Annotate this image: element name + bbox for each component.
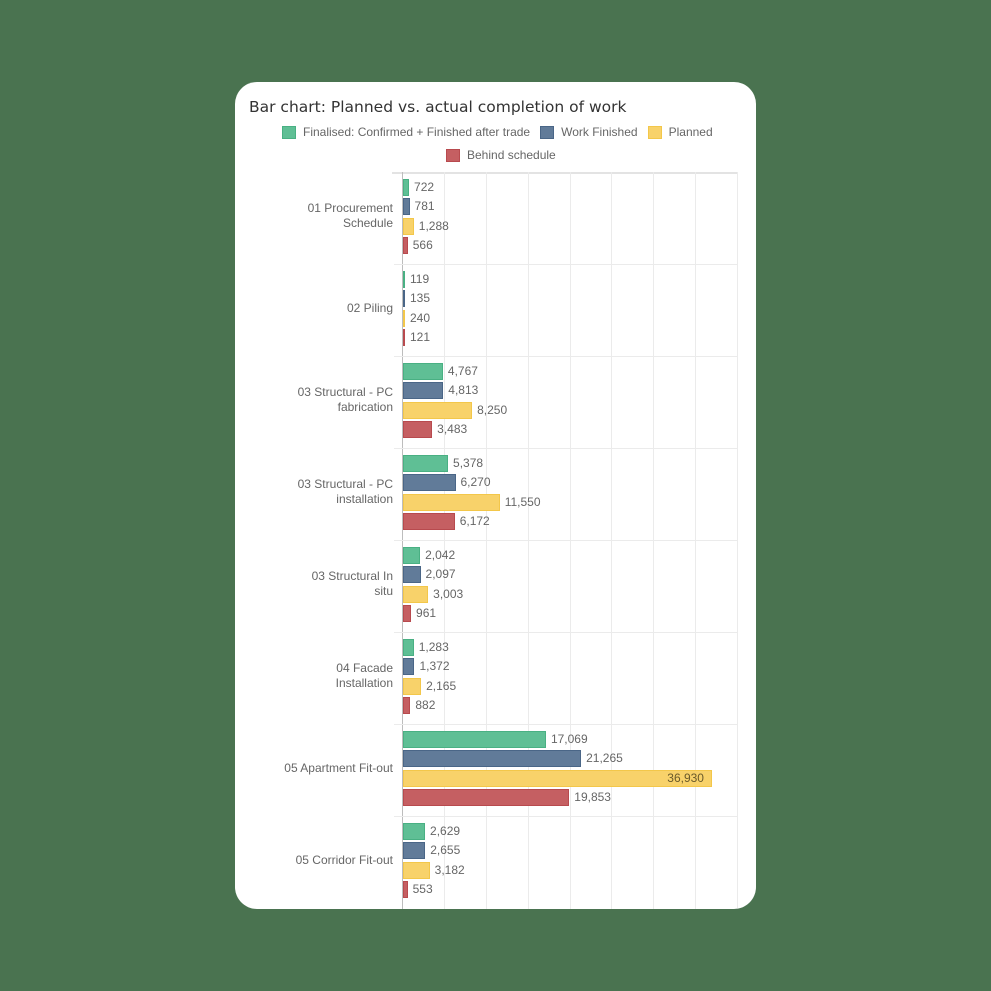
- bar-value-label: 8,250: [477, 402, 508, 417]
- bar[interactable]: [403, 236, 408, 254]
- legend-item-planned[interactable]: Planned: [647, 125, 713, 139]
- bar-value-label: 961: [416, 605, 437, 620]
- gridline-horizontal: [394, 540, 737, 541]
- bar-value-label: 722: [414, 180, 435, 194]
- legend-swatch-behind-schedule: [446, 148, 460, 162]
- bar-value-label: 240: [410, 310, 431, 325]
- gridline-horizontal: [394, 816, 737, 817]
- bar-value-label: 2,165: [426, 678, 457, 693]
- bar-value-label: 566: [412, 237, 433, 252]
- bar[interactable]: [403, 179, 410, 196]
- bar-value-label: 882: [415, 697, 436, 712]
- gridline-horizontal: [394, 724, 737, 725]
- bar-value-label: 135: [410, 291, 431, 306]
- bar-value-label: 4,813: [448, 383, 479, 398]
- bar[interactable]: [403, 455, 449, 472]
- bar[interactable]: [403, 271, 405, 288]
- category-label: 04 Facade Installation: [335, 661, 393, 690]
- bar[interactable]: [403, 547, 421, 564]
- legend-row-2: Behind schedule: [446, 148, 566, 162]
- bar[interactable]: [403, 769, 713, 787]
- bar-value-label: 2,629: [430, 824, 461, 838]
- category-label: 03 Structural - PC installation: [297, 477, 393, 506]
- bar-value-label: 3,003: [433, 586, 464, 601]
- bar[interactable]: [403, 474, 456, 492]
- bar-value-label: 21,265: [586, 751, 623, 766]
- legend-label-work-finished: Work Finished: [561, 125, 638, 139]
- bar[interactable]: [403, 861, 430, 879]
- bar-value-label: 119: [410, 272, 430, 286]
- bar-value-label: 3,483: [437, 421, 468, 436]
- bar[interactable]: [403, 420, 433, 438]
- gridline-horizontal: [394, 264, 737, 265]
- bar-value-label: 121: [410, 329, 431, 344]
- bar[interactable]: [403, 788, 570, 806]
- bar-value-label: 3,182: [434, 862, 465, 877]
- bar[interactable]: [403, 309, 405, 327]
- chart-title: Bar chart: Planned vs. actual completion…: [249, 98, 627, 116]
- gridline-horizontal: [394, 356, 737, 357]
- category-label: 03 Structural In situ: [311, 569, 393, 598]
- bar-value-label: 2,655: [430, 843, 461, 858]
- category-label: 02 Piling: [346, 300, 393, 315]
- bar[interactable]: [403, 731, 546, 748]
- plot-top-border: [392, 172, 737, 174]
- bar[interactable]: [403, 842, 426, 860]
- bar[interactable]: [403, 880, 408, 898]
- bar[interactable]: [403, 363, 443, 380]
- bar-value-label: 781: [414, 199, 435, 214]
- bar[interactable]: [403, 696, 411, 714]
- bar[interactable]: [403, 604, 412, 622]
- category-label: 05 Apartment Fit-out: [284, 760, 393, 775]
- bar-value-label: 553: [412, 881, 433, 896]
- bar[interactable]: [403, 382, 444, 400]
- gridline-horizontal: [394, 448, 737, 449]
- bar-value-label: 1,288: [418, 218, 449, 233]
- bar-value-label: 2,042: [425, 548, 456, 562]
- bar-value-label: 17,069: [550, 732, 588, 746]
- bar-value-label: 4,767: [447, 364, 478, 378]
- bar[interactable]: [403, 658, 415, 676]
- bar-value-label: 1,283: [418, 640, 449, 654]
- bar[interactable]: [403, 217, 414, 235]
- legend-swatch-finalised: [282, 125, 296, 139]
- bar[interactable]: [403, 493, 500, 511]
- legend-label-finalised: Finalised: Confirmed + Finished after tr…: [303, 125, 531, 139]
- plot-area: 722 781 1,288 566 119 135 240 121 4,767 4,813 8,25…: [392, 172, 738, 909]
- legend-swatch-work-finished: [540, 125, 555, 139]
- bar-value-label: 6,270: [460, 475, 491, 490]
- bar[interactable]: [403, 512, 455, 530]
- legend-item-finalised[interactable]: Finalised: Confirmed + Finished after tr…: [282, 125, 530, 139]
- gridline-vertical: [737, 172, 738, 909]
- bar[interactable]: [403, 290, 405, 308]
- bar[interactable]: [403, 328, 405, 346]
- bar[interactable]: [403, 401, 473, 419]
- legend-item-work-finished[interactable]: Work Finished: [540, 125, 638, 139]
- bar-value-label: 6,172: [459, 513, 490, 528]
- bar-value-label: 2,097: [425, 567, 456, 582]
- bar-value-label: 11,550: [504, 494, 541, 509]
- legend-item-behind-schedule[interactable]: Behind schedule: [446, 148, 556, 162]
- bar[interactable]: [403, 198, 410, 216]
- bar-value-label: 5,378: [453, 456, 484, 470]
- bar[interactable]: [403, 750, 582, 768]
- bar-value-label: 19,853: [574, 789, 611, 804]
- bar[interactable]: [403, 585, 429, 603]
- gridline-horizontal: [394, 632, 737, 633]
- category-label: 01 Procurement Schedule: [307, 201, 393, 230]
- legend-row-1: Finalised: Confirmed + Finished after tr…: [282, 125, 723, 139]
- bar[interactable]: [403, 566, 421, 584]
- legend-swatch-planned: [647, 125, 662, 139]
- chart-card: Bar chart: Planned vs. actual completion…: [235, 82, 756, 909]
- bar[interactable]: [403, 677, 422, 695]
- bar[interactable]: [403, 823, 426, 840]
- bar-value-label: 1,372: [419, 659, 450, 674]
- category-label: 03 Structural - PC fabrication: [297, 385, 393, 414]
- bar-value-label: 36,930: [667, 770, 704, 785]
- bar[interactable]: [403, 639, 414, 656]
- legend-label-planned: Planned: [668, 125, 713, 139]
- legend-label-behind-schedule: Behind schedule: [467, 148, 556, 162]
- category-label: 05 Corridor Fit-out: [295, 852, 393, 867]
